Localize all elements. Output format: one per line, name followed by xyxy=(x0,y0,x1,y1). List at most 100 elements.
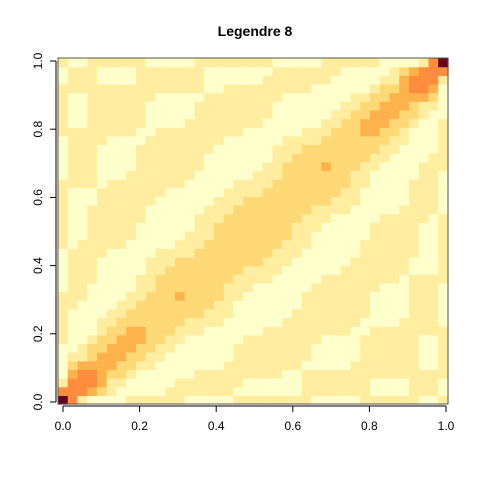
heatmap-cell xyxy=(253,187,264,197)
heatmap-cell xyxy=(262,343,274,353)
heatmap-cell xyxy=(58,179,69,189)
heatmap-cell xyxy=(97,58,108,68)
heatmap-cell xyxy=(87,144,98,154)
heatmap-cell xyxy=(116,360,127,370)
heatmap-cell xyxy=(272,317,283,327)
heatmap-cell xyxy=(399,213,410,223)
heatmap-cell xyxy=(106,58,118,68)
heatmap-cell xyxy=(233,231,244,241)
heatmap-cell xyxy=(243,109,254,120)
heatmap-cell xyxy=(418,58,430,68)
heatmap-cell xyxy=(136,118,147,128)
heatmap-cell xyxy=(106,222,118,232)
heatmap-cell xyxy=(438,317,449,327)
heatmap-cell xyxy=(438,291,449,301)
heatmap-cell xyxy=(223,153,235,163)
heatmap-cell xyxy=(399,343,410,353)
heatmap-cell xyxy=(67,239,79,249)
heatmap-cell xyxy=(97,291,108,301)
heatmap-cell xyxy=(272,144,283,154)
heatmap-cell xyxy=(389,187,400,197)
heatmap-cell xyxy=(311,256,322,267)
heatmap-cell xyxy=(272,58,283,68)
heatmap-cell xyxy=(253,386,264,396)
heatmap-cell xyxy=(253,58,264,68)
heatmap-cell xyxy=(136,66,147,76)
heatmap-cell xyxy=(350,83,361,94)
heatmap-cell xyxy=(126,308,137,319)
heatmap-cell xyxy=(438,83,449,94)
heatmap-cell xyxy=(223,386,235,396)
heatmap-cell xyxy=(418,369,430,379)
heatmap-cell xyxy=(165,300,176,310)
heatmap-cell xyxy=(184,179,196,189)
heatmap-cell xyxy=(214,213,225,223)
heatmap-cell xyxy=(77,274,88,284)
heatmap-cell xyxy=(321,308,332,319)
heatmap-cell xyxy=(360,386,371,396)
heatmap-cell xyxy=(184,222,196,232)
heatmap-cell xyxy=(438,58,449,68)
heatmap-cell xyxy=(399,360,410,370)
heatmap-cell xyxy=(409,213,420,223)
heatmap-cell xyxy=(418,196,430,206)
heatmap-cell xyxy=(214,196,225,206)
heatmap-cell xyxy=(379,343,391,353)
heatmap-cell xyxy=(184,144,196,154)
heatmap-cell xyxy=(243,213,254,223)
heatmap-cell xyxy=(67,92,79,102)
heatmap-cell xyxy=(321,127,332,137)
heatmap-cell xyxy=(272,334,283,345)
heatmap-cell xyxy=(58,369,69,379)
heatmap-cell xyxy=(184,248,196,258)
heatmap-cell xyxy=(204,317,215,327)
heatmap-cell xyxy=(262,265,274,275)
heatmap-cell xyxy=(223,179,235,189)
heatmap-cell xyxy=(370,326,381,336)
heatmap-cell xyxy=(301,308,313,319)
heatmap-cell xyxy=(360,58,371,68)
heatmap-cell xyxy=(145,127,157,137)
heatmap-cell xyxy=(399,239,410,249)
heatmap-cell xyxy=(243,239,254,249)
heatmap-cell xyxy=(340,369,352,379)
heatmap-cell xyxy=(379,308,391,319)
heatmap-cell xyxy=(428,291,439,301)
heatmap-cell xyxy=(292,369,303,379)
heatmap-cell xyxy=(282,334,293,345)
heatmap-cell xyxy=(331,386,342,396)
heatmap-cell xyxy=(350,300,361,310)
heatmap-cell xyxy=(136,101,147,111)
heatmap-cell xyxy=(97,153,108,163)
heatmap-cell xyxy=(116,222,127,232)
heatmap-cell xyxy=(360,265,371,275)
heatmap-cell xyxy=(262,127,274,137)
heatmap-cell xyxy=(77,291,88,301)
heatmap-cell xyxy=(438,274,449,284)
heatmap-cell xyxy=(360,213,371,223)
heatmap-cell xyxy=(282,300,293,310)
heatmap-cell xyxy=(311,274,322,284)
heatmap-cell xyxy=(301,369,313,379)
heatmap-cell xyxy=(175,75,186,85)
heatmap-cell xyxy=(243,334,254,345)
heatmap-cell xyxy=(311,265,322,275)
heatmap-cell xyxy=(77,213,88,223)
heatmap-cell xyxy=(272,205,283,215)
heatmap-cell xyxy=(282,205,293,215)
heatmap-cell xyxy=(262,135,274,146)
heatmap-cell xyxy=(165,282,176,293)
heatmap-cell xyxy=(126,135,137,146)
heatmap-cell xyxy=(165,58,176,68)
heatmap-cell xyxy=(331,213,342,223)
heatmap-cell xyxy=(58,161,69,172)
heatmap-cell xyxy=(58,153,69,163)
heatmap-cell xyxy=(360,205,371,215)
heatmap-cell xyxy=(116,265,127,275)
heatmap-cell xyxy=(184,231,196,241)
heatmap-cell xyxy=(214,317,225,327)
heatmap-cell xyxy=(292,135,303,146)
heatmap-cell xyxy=(116,118,127,128)
heatmap-cell xyxy=(175,109,186,120)
heatmap-cell xyxy=(409,153,420,163)
